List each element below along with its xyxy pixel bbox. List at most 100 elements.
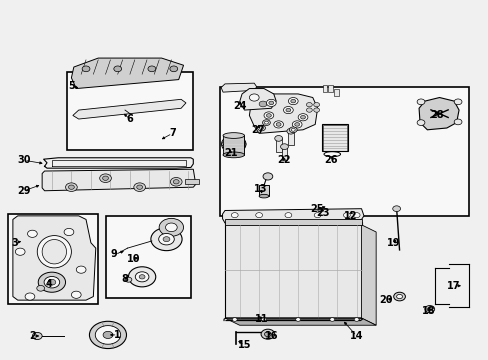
Circle shape xyxy=(427,307,431,311)
Circle shape xyxy=(32,332,42,339)
Circle shape xyxy=(266,99,276,107)
Text: 11: 11 xyxy=(255,314,268,324)
Text: 17: 17 xyxy=(447,281,460,291)
Circle shape xyxy=(290,99,295,103)
Ellipse shape xyxy=(37,235,71,268)
Text: 4: 4 xyxy=(46,279,53,289)
Ellipse shape xyxy=(223,152,244,158)
Circle shape xyxy=(128,267,156,287)
Text: 14: 14 xyxy=(349,331,363,341)
Polygon shape xyxy=(221,83,256,92)
Text: 12: 12 xyxy=(344,211,357,221)
Bar xyxy=(275,138,281,152)
Circle shape xyxy=(100,174,111,183)
Polygon shape xyxy=(73,99,185,119)
Circle shape xyxy=(125,277,132,282)
Bar xyxy=(281,146,287,160)
Text: 18: 18 xyxy=(421,306,435,316)
Bar xyxy=(328,85,332,92)
Circle shape xyxy=(221,135,245,153)
Circle shape xyxy=(163,237,169,242)
Circle shape xyxy=(300,116,305,119)
Circle shape xyxy=(139,275,145,279)
Circle shape xyxy=(285,213,291,218)
Text: 19: 19 xyxy=(386,238,399,248)
Circle shape xyxy=(103,331,113,338)
Circle shape xyxy=(453,99,461,105)
Circle shape xyxy=(82,66,90,72)
Polygon shape xyxy=(222,209,363,223)
Circle shape xyxy=(261,329,274,339)
Bar xyxy=(287,131,293,145)
Circle shape xyxy=(259,127,263,130)
Text: 5: 5 xyxy=(68,81,75,91)
Ellipse shape xyxy=(223,133,244,138)
Circle shape xyxy=(273,121,283,128)
Circle shape xyxy=(257,125,265,131)
Circle shape xyxy=(392,206,400,212)
Bar xyxy=(66,72,193,149)
Circle shape xyxy=(261,318,266,321)
Circle shape xyxy=(89,321,126,348)
Circle shape xyxy=(249,94,259,101)
Circle shape xyxy=(102,176,108,180)
Text: 26: 26 xyxy=(324,155,337,165)
Circle shape xyxy=(68,185,74,189)
Circle shape xyxy=(170,177,182,186)
Polygon shape xyxy=(361,225,375,325)
Circle shape xyxy=(352,213,359,218)
Circle shape xyxy=(294,123,299,126)
Ellipse shape xyxy=(259,194,268,198)
Bar xyxy=(224,220,361,225)
Bar xyxy=(8,214,98,304)
Text: 7: 7 xyxy=(169,129,175,138)
Polygon shape xyxy=(239,89,276,110)
Text: 10: 10 xyxy=(126,254,140,264)
Text: 23: 23 xyxy=(315,208,328,218)
Bar xyxy=(259,185,268,196)
Bar xyxy=(322,125,346,150)
Circle shape xyxy=(266,114,271,117)
Polygon shape xyxy=(418,98,458,130)
Circle shape xyxy=(453,119,461,125)
Bar xyxy=(223,135,244,155)
Circle shape xyxy=(114,66,122,72)
Bar xyxy=(184,179,198,184)
Bar xyxy=(220,87,468,216)
Bar xyxy=(333,89,338,96)
Circle shape xyxy=(292,121,302,128)
Circle shape xyxy=(283,107,293,114)
Circle shape xyxy=(151,228,182,251)
Circle shape xyxy=(274,135,282,141)
Bar xyxy=(105,216,190,298)
Circle shape xyxy=(71,291,81,298)
Circle shape xyxy=(313,108,319,112)
Circle shape xyxy=(396,294,402,299)
Circle shape xyxy=(64,228,74,235)
Bar xyxy=(321,125,347,151)
Text: 16: 16 xyxy=(264,331,278,341)
Circle shape xyxy=(159,219,183,236)
Circle shape xyxy=(137,185,142,189)
Polygon shape xyxy=(71,58,183,89)
Circle shape xyxy=(291,129,295,131)
Text: 1: 1 xyxy=(114,330,121,340)
Ellipse shape xyxy=(42,239,66,264)
Circle shape xyxy=(285,108,290,112)
Text: 20: 20 xyxy=(378,295,392,305)
Text: 2: 2 xyxy=(29,331,36,341)
Circle shape xyxy=(329,318,334,321)
Text: 9: 9 xyxy=(110,248,117,258)
Circle shape xyxy=(15,248,25,255)
Text: 25: 25 xyxy=(309,204,323,215)
Circle shape xyxy=(306,103,312,107)
Circle shape xyxy=(286,129,294,134)
Circle shape xyxy=(27,230,37,237)
Text: 6: 6 xyxy=(126,114,133,124)
Polygon shape xyxy=(224,318,375,325)
Bar xyxy=(224,222,361,318)
Circle shape xyxy=(38,272,65,292)
Text: 29: 29 xyxy=(17,186,31,196)
Bar xyxy=(322,85,327,92)
Circle shape xyxy=(232,318,237,321)
